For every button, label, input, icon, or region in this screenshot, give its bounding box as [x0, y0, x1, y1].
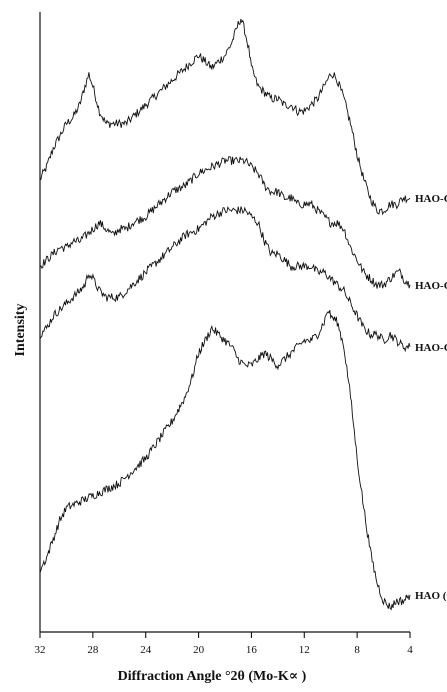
x-tick-label: 28: [87, 644, 99, 656]
x-tick-label: 24: [140, 644, 152, 656]
series-line-4: [39, 309, 411, 611]
series-label-2: HAO-CPT (pH 7.2): [415, 280, 447, 292]
x-tick-label: 8: [354, 644, 360, 656]
series-line-2: [39, 156, 411, 289]
curves-group: [39, 18, 411, 611]
x-tick-label: 4: [407, 644, 413, 656]
series-label-4: HAO (pH 6.5): [415, 590, 447, 602]
series-labels-group: HAO-CPT (pH 8.7) HAO-CPT (pH 7.2) HAO-CPT …: [415, 193, 447, 602]
x-tick-label: 16: [246, 644, 258, 656]
x-tick-label: 20: [193, 644, 205, 656]
series-line-3: [39, 206, 411, 353]
x-tick-label: 12: [299, 644, 310, 656]
x-ticks-group: 32 28 24 20 16 12 8 4: [35, 632, 413, 656]
plot-frame: [39, 12, 410, 633]
series-label-1: HAO-CPT (pH 8.7): [415, 193, 447, 205]
x-tick-label: 32: [35, 644, 46, 656]
x-axis-title: Diffraction Angle °2θ (Mo-K∝ ): [118, 669, 307, 684]
y-axis-title: Intensity: [13, 304, 28, 357]
series-line-1: [39, 18, 411, 216]
series-label-3: HAO-CPT (pH 6.2): [415, 342, 447, 354]
